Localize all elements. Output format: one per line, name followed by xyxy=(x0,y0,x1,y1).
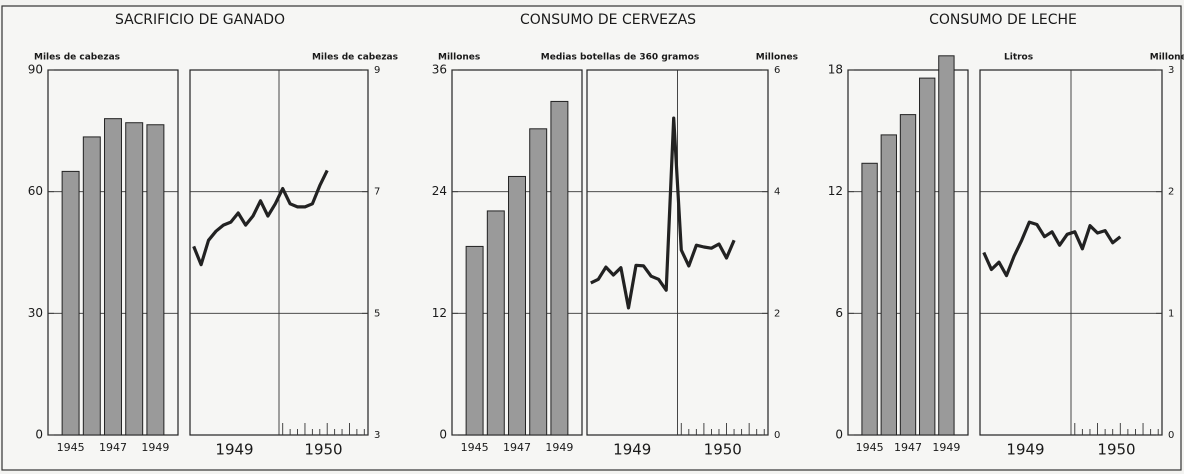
line-series xyxy=(982,220,1122,278)
bar xyxy=(861,162,878,436)
y-tick-label: 6 xyxy=(835,306,843,320)
x-tick-label: 1949 xyxy=(932,441,960,454)
bar xyxy=(938,55,955,436)
y2-axis-label: Millones xyxy=(756,53,798,63)
y2-tick-label: 9 xyxy=(374,65,380,76)
y-axis-label: Millones xyxy=(438,53,480,63)
bar xyxy=(104,118,122,436)
line-series xyxy=(590,116,736,310)
y-tick-label: 90 xyxy=(28,63,43,77)
y-tick-label: 24 xyxy=(432,184,447,198)
y2-tick-label: 7 xyxy=(374,187,380,198)
bar xyxy=(529,128,548,436)
x-tick-label: 1949 xyxy=(545,441,573,454)
bar xyxy=(508,175,526,436)
x-tick-label: 1949 xyxy=(141,441,169,454)
x-tick-label: 1945 xyxy=(57,441,85,454)
x-group-label: 1950 xyxy=(304,441,342,459)
x-tick-label: 1945 xyxy=(856,441,884,454)
bar xyxy=(919,77,936,436)
y2-tick-label: 0 xyxy=(1168,430,1174,441)
x-tick-label: 1945 xyxy=(461,441,489,454)
group-title: CONSUMO DE LECHE xyxy=(929,12,1077,28)
x-tick-label: 1947 xyxy=(99,441,127,454)
y2-tick-label: 6 xyxy=(774,65,780,76)
bar xyxy=(486,210,505,436)
y2-tick-label: 2 xyxy=(774,308,780,319)
y-axis-label: Miles de cabezas xyxy=(34,53,120,63)
y2-tick-label: 2 xyxy=(1168,187,1174,198)
bar xyxy=(880,134,897,436)
x-group-label: 1950 xyxy=(1097,441,1135,459)
bar xyxy=(61,170,80,436)
subtitle: Medias botellas de 360 gramos xyxy=(541,53,699,63)
x-group-label: 1950 xyxy=(704,441,742,459)
y-tick-label: 12 xyxy=(828,184,843,198)
y2-tick-label: 1 xyxy=(1168,308,1174,319)
y2-axis-label: Miles de cabezas xyxy=(312,53,398,63)
y-tick-label: 0 xyxy=(835,428,843,442)
y2-axis-label: Millones xyxy=(1150,53,1184,63)
y-tick-label: 30 xyxy=(28,306,43,320)
x-group-label: 1949 xyxy=(215,441,253,459)
bar xyxy=(82,136,101,436)
group-title: SACRIFICIO DE GANADO xyxy=(115,12,285,28)
sheet-border xyxy=(1,5,1182,471)
y2-tick-label: 5 xyxy=(374,308,380,319)
bar xyxy=(146,124,165,436)
x-tick-label: 1947 xyxy=(894,441,922,454)
bar xyxy=(550,100,569,436)
y-tick-label: 12 xyxy=(432,306,447,320)
y2-tick-label: 3 xyxy=(1168,65,1174,76)
x-group-label: 1949 xyxy=(613,441,651,459)
group-title: CONSUMO DE CERVEZAS xyxy=(520,12,696,28)
bar xyxy=(125,122,144,436)
y-tick-label: 0 xyxy=(439,428,447,442)
y-tick-label: 36 xyxy=(432,63,447,77)
x-group-label: 1949 xyxy=(1006,441,1044,459)
line-series xyxy=(192,169,329,267)
bar xyxy=(465,245,484,436)
y-tick-label: 60 xyxy=(28,184,43,198)
y-tick-label: 0 xyxy=(35,428,43,442)
y2-tick-label: 3 xyxy=(374,430,380,441)
x-tick-label: 1947 xyxy=(503,441,531,454)
y-tick-label: 18 xyxy=(828,63,843,77)
bar xyxy=(899,114,917,436)
y-axis-label: Litros xyxy=(1004,53,1033,63)
y2-tick-label: 0 xyxy=(774,430,780,441)
y2-tick-label: 4 xyxy=(774,187,780,198)
